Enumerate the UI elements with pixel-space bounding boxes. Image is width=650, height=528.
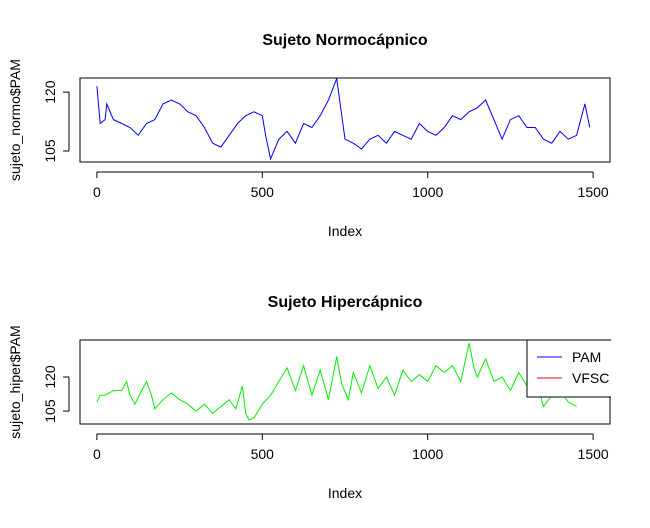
y-tick-label: 105 xyxy=(42,399,58,423)
chart-title: Sujeto Hipercápnico xyxy=(268,294,423,311)
x-tick-label: 1000 xyxy=(412,446,443,462)
legend: PAM VFSC xyxy=(526,339,611,398)
legend-label: PAM xyxy=(572,349,601,365)
x-tick-label: 0 xyxy=(93,446,101,462)
x-axis-label: Index xyxy=(328,223,362,239)
data-line xyxy=(96,78,591,161)
x-tick-label: 1500 xyxy=(578,446,609,462)
data-line xyxy=(96,342,577,421)
x-axis-label: Index xyxy=(328,485,362,501)
x-tick-label: 500 xyxy=(251,184,275,200)
x-tick-label: 0 xyxy=(93,184,101,200)
legend-box xyxy=(526,339,611,398)
x-tick-label: 1500 xyxy=(578,184,609,200)
y-axis-label: sujeto_hiper$PAM xyxy=(7,325,23,438)
legend-label: VFSC xyxy=(572,370,609,386)
plot-box xyxy=(79,77,611,163)
y-axis-label: sujeto_normo$PAM xyxy=(7,59,23,181)
x-tick-label: 500 xyxy=(251,446,275,462)
y-tick-label: 120 xyxy=(42,80,58,104)
y-tick-label: 120 xyxy=(42,365,58,389)
chart-title: Sujeto Normocápnico xyxy=(262,32,428,49)
y-tick-label: 105 xyxy=(42,139,58,163)
x-tick-label: 1000 xyxy=(412,184,443,200)
